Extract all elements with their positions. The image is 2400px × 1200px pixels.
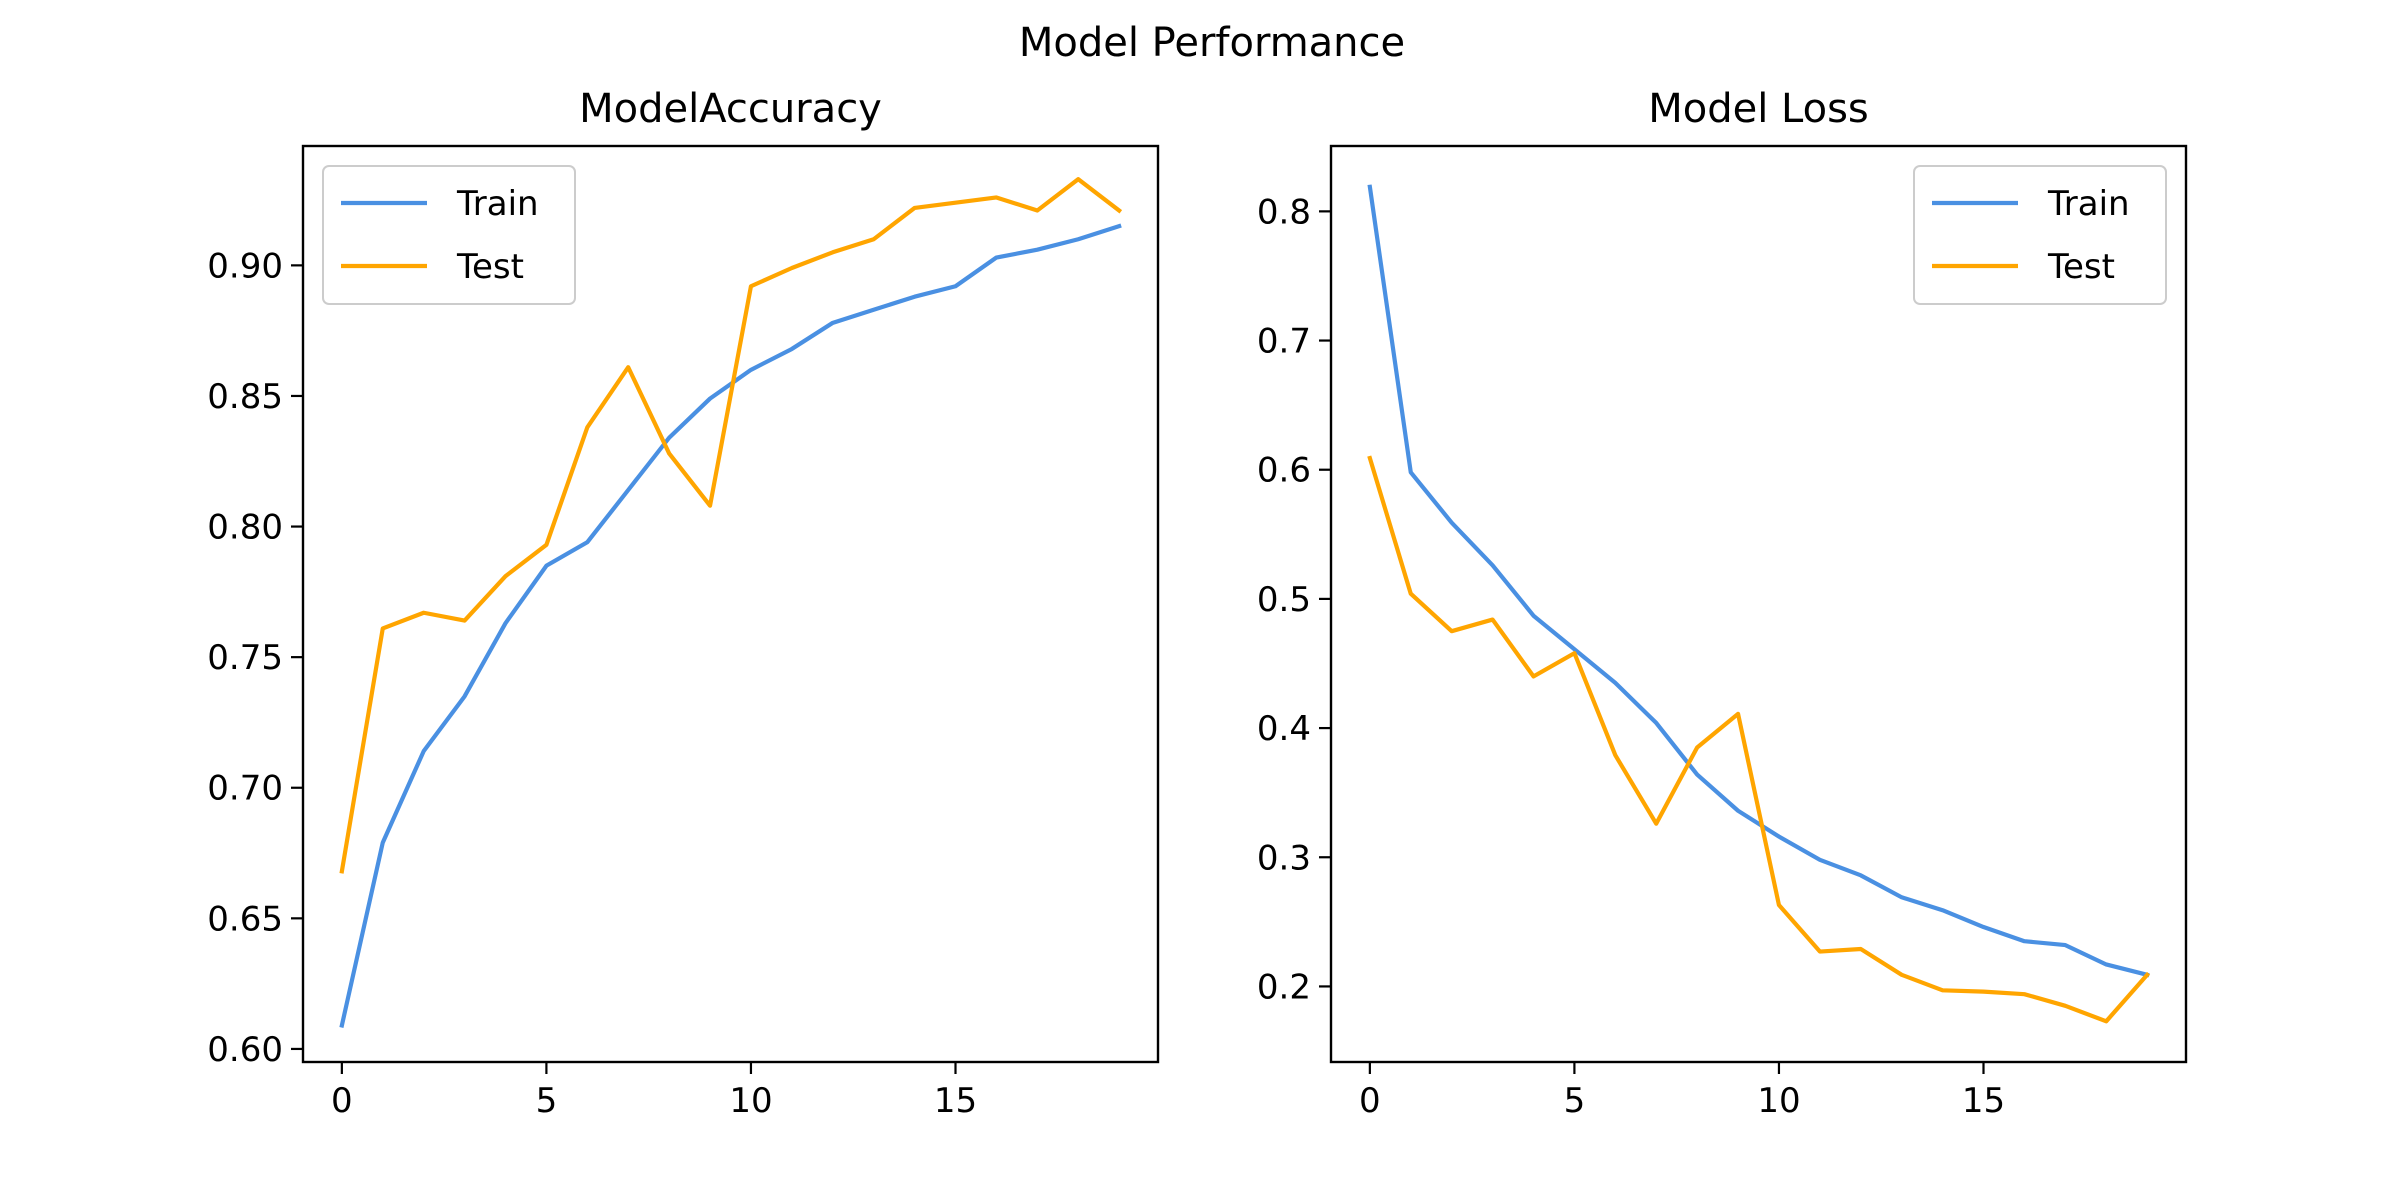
legend-label-loss-test: Test <box>2047 247 2115 287</box>
legend-accuracy: Train Test <box>322 165 576 305</box>
y-tick-label-accuracy: 0.70 <box>207 769 283 809</box>
y-tick-label-accuracy: 0.75 <box>207 638 283 678</box>
legend-label-loss-train: Train <box>2047 184 2130 224</box>
y-tick-label-loss: 0.4 <box>1257 709 1311 749</box>
x-tick-label-accuracy: 5 <box>536 1081 558 1121</box>
axes-frame-accuracy <box>301 144 1160 1064</box>
legend-box-accuracy <box>322 165 576 305</box>
x-tick-label-accuracy: 10 <box>729 1081 772 1121</box>
legend-label-accuracy-train: Train <box>456 184 539 224</box>
legend-label-accuracy-test: Test <box>456 247 524 287</box>
y-tick-label-accuracy: 0.80 <box>207 508 283 548</box>
subplot-title-loss: Model Loss <box>1648 86 1869 132</box>
axes-frame-loss <box>1329 144 2188 1064</box>
y-tick-label-loss: 0.2 <box>1257 967 1311 1007</box>
series-line-accuracy-train <box>339 223 1122 1028</box>
x-tick-label-accuracy: 0 <box>331 1081 353 1121</box>
series-line-loss-test <box>1367 455 2151 1024</box>
subplot-accuracy: ModelAccuracy 0 5 10 15 0.60 0.65 0.70 0.75 0.80 0… <box>207 86 1160 1121</box>
y-tick-label-accuracy: 0.85 <box>207 377 283 417</box>
series-line-accuracy-test <box>339 177 1123 874</box>
y-tick-label-loss: 0.5 <box>1257 580 1311 620</box>
x-tick-label-loss: 15 <box>1962 1081 2005 1121</box>
y-tick-label-accuracy: 0.65 <box>207 899 283 939</box>
x-tick-label-loss: 5 <box>1564 1081 1586 1121</box>
series-line-loss-train <box>1367 184 2150 978</box>
subplot-loss: Model Loss 0 5 10 15 0.2 0.3 0.4 0.5 0.6 0.7 0.8 Tra… <box>1257 86 2188 1121</box>
y-tick-label-loss: 0.8 <box>1257 192 1311 232</box>
x-tick-label-loss: 0 <box>1359 1081 1381 1121</box>
y-tick-label-loss: 0.3 <box>1257 838 1311 878</box>
legend-loss: Train Test <box>1913 165 2167 305</box>
y-tick-label-loss: 0.6 <box>1257 451 1311 491</box>
x-tick-label-loss: 10 <box>1757 1081 1800 1121</box>
subplot-title-accuracy: ModelAccuracy <box>579 86 882 132</box>
y-tick-label-accuracy: 0.60 <box>207 1030 283 1070</box>
figure-suptitle: Model Performance <box>1019 20 1405 66</box>
legend-box-loss <box>1913 165 2167 305</box>
y-tick-label-accuracy: 0.90 <box>207 246 283 286</box>
y-tick-label-loss: 0.7 <box>1257 322 1311 362</box>
x-tick-label-accuracy: 15 <box>934 1081 977 1121</box>
